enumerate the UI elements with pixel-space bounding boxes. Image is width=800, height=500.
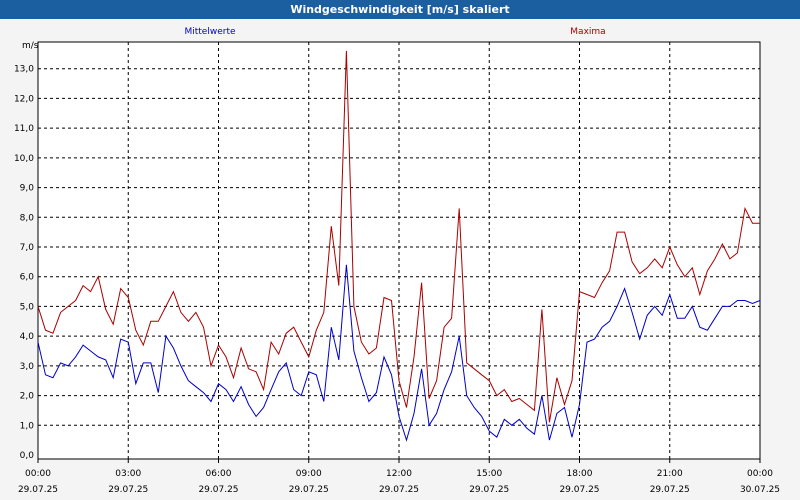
x-tick-date: 29.07.25	[559, 485, 599, 495]
x-tick-time: 09:00	[296, 469, 322, 479]
x-tick-time: 00:00	[747, 469, 773, 479]
x-tick-time: 06:00	[206, 469, 232, 479]
y-tick-label: 3,0	[20, 362, 35, 372]
x-tick-date: 29.07.25	[18, 485, 58, 495]
y-tick-label: 11,0	[14, 124, 34, 134]
y-tick-label: 7,0	[20, 243, 35, 253]
x-tick-date: 29.07.25	[198, 485, 238, 495]
y-axis-unit: m/s	[22, 41, 39, 51]
x-axis-ticks: 00:00 29.07.25 03:00 29.07.25 06:00 29.07.25 0…	[18, 459, 780, 495]
y-tick-label: 1,0	[20, 421, 35, 431]
y-tick-label: 6,0	[20, 273, 35, 283]
window-title: Windgeschwindigkeit [m/s] skaliert	[0, 0, 800, 19]
series-lines	[37, 50, 761, 442]
y-tick-label: 2,0	[20, 392, 35, 402]
legend-mittelwerte: Mittelwerte	[184, 27, 235, 37]
x-tick-time: 15:00	[476, 469, 502, 479]
legend-maxima: Maxima	[570, 27, 605, 37]
y-tick-label: 4,0	[20, 332, 35, 342]
y-tick-label: 5,0	[20, 302, 35, 312]
x-tick-time: 21:00	[657, 469, 683, 479]
y-tick-label: 9,0	[20, 184, 35, 194]
x-tick-time: 18:00	[567, 469, 593, 479]
y-tick-label: 10,0	[14, 154, 34, 164]
x-tick-date: 29.07.25	[289, 485, 329, 495]
y-tick-label: 8,0	[20, 213, 35, 223]
x-tick-date: 29.07.25	[379, 485, 419, 495]
series-line-mittelwerte	[37, 264, 761, 442]
x-tick-time: 03:00	[115, 469, 141, 479]
series-line-maxima	[37, 50, 760, 423]
x-tick-date: 29.07.25	[108, 485, 148, 495]
x-tick-date: 30.07.25	[740, 485, 780, 495]
x-tick-time: 00:00	[25, 469, 51, 479]
x-tick-date: 29.07.25	[469, 485, 509, 495]
wind-speed-chart: 0,0 1,0 2,0 3,0 4,0 5,0 6,0 7,0 8,0 9,0 10,0 11,0 12…	[14, 27, 780, 495]
y-tick-label: 13,0	[14, 65, 34, 75]
y-tick-label: 12,0	[14, 94, 34, 104]
y-tick-label: 0,0	[20, 451, 35, 461]
grid-lines	[38, 42, 760, 459]
y-axis-ticks: 0,0 1,0 2,0 3,0 4,0 5,0 6,0 7,0 8,0 9,0 10,0 11,0 12…	[14, 65, 34, 461]
x-tick-time: 12:00	[386, 469, 412, 479]
x-tick-date: 29.07.25	[650, 485, 690, 495]
